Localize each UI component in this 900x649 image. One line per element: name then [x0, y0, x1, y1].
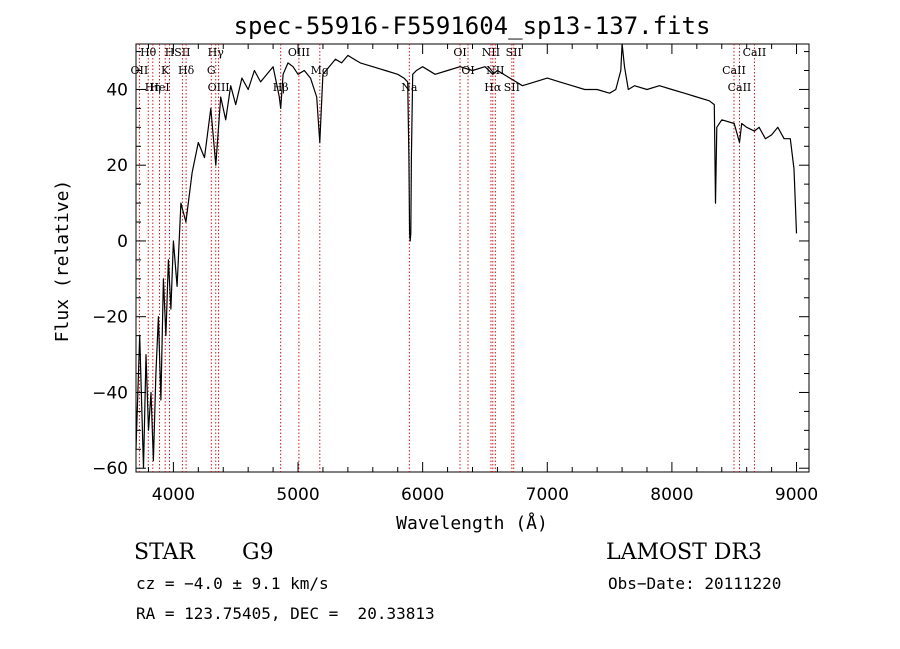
y-axis-label: Flux (relative)	[52, 180, 73, 343]
x-tick-label: 5000	[276, 485, 319, 505]
line-label-na: Na	[401, 81, 418, 94]
chart-title: spec-55916-F5591604_sp13-137.fits	[234, 12, 711, 40]
y-tick-label: 40	[106, 80, 128, 100]
line-marker-group	[138, 44, 755, 472]
line-label-caii: CaII	[722, 64, 746, 77]
x-tick-label: 4000	[152, 485, 195, 505]
line-label-mg: Mg	[311, 64, 329, 77]
x-axis-label: Wavelength (Å)	[396, 512, 548, 534]
observation-date: Obs−Date: 20111220	[608, 574, 782, 593]
object-subclass: G9	[242, 540, 274, 565]
line-label-g: G	[207, 64, 216, 77]
line-label-hα: Hα	[484, 81, 502, 94]
x-tick-label: 9000	[775, 485, 818, 505]
spectrum-line	[135, 43, 798, 469]
line-label-oi: OI	[453, 46, 466, 59]
survey-name: LAMOST DR3	[606, 540, 762, 565]
y-tick-label: −60	[92, 459, 128, 479]
line-label-sii: SII	[174, 46, 190, 59]
line-label-hη: Hη	[145, 81, 161, 94]
line-label-hδ: Hδ	[178, 64, 195, 77]
line-label-oiii: OIII	[208, 81, 230, 94]
line-label-hei: HeI	[149, 81, 169, 94]
line-label-sii: SII	[504, 81, 520, 94]
line-label-caii: CaII	[728, 81, 752, 94]
line-label-hγ: Hγ	[208, 46, 225, 59]
x-tick-label: 7000	[526, 485, 569, 505]
x-tick-labels: 4000 5000 6000 7000 8000 9000	[152, 485, 818, 505]
line-label-nii: NII	[486, 64, 504, 77]
line-label-hθ: Hθ	[140, 46, 157, 59]
line-label-sii: SII	[506, 46, 522, 59]
plot-frame	[135, 43, 810, 473]
line-label-k: K	[161, 64, 170, 77]
coordinates-readout: RA = 123.75405, DEC = 20.33813	[136, 604, 435, 623]
axis-ticks	[136, 44, 809, 472]
y-tick-label: −40	[92, 383, 128, 403]
spectrum-chart: spec-55916-F5591604_sp13-137.fits HθOIIH…	[52, 12, 818, 534]
y-tick-label: 20	[106, 156, 128, 176]
line-label-group: HθOIIHηHKHeISIIHδOIIIHγGHβOIIIMgNaOIOIHα…	[131, 46, 767, 94]
line-label-nii: NII	[482, 46, 500, 59]
y-tick-label: −20	[92, 308, 128, 328]
line-label-oi: OI	[461, 64, 474, 77]
line-label-hβ: Hβ	[273, 81, 289, 94]
line-label-h: H	[165, 46, 175, 59]
x-tick-label: 8000	[650, 485, 693, 505]
y-tick-label: 0	[117, 232, 128, 252]
y-tick-labels: −60 −40 −20 0 20 40	[92, 80, 128, 479]
object-class: STAR	[134, 540, 195, 565]
x-tick-label: 6000	[401, 485, 444, 505]
velocity-readout: cz = −4.0 ± 9.1 km/s	[136, 574, 329, 593]
line-label-caii: CaII	[743, 46, 767, 59]
line-label-oiii: OIII	[288, 46, 310, 59]
